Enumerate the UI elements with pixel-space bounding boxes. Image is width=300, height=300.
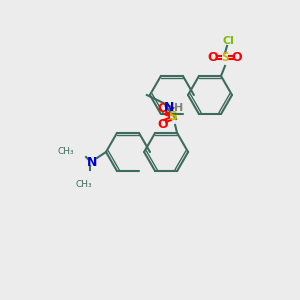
Text: H: H [174,103,183,113]
Text: CH₃: CH₃ [76,180,92,189]
Text: O: O [208,51,218,64]
Text: N: N [164,101,175,115]
Text: O: O [158,118,168,131]
Text: S: S [221,51,229,64]
Text: CH₃: CH₃ [57,148,74,157]
Text: O: O [158,102,168,116]
Text: Cl: Cl [222,36,234,46]
Text: O: O [232,51,242,64]
Text: S: S [169,110,178,123]
Text: N: N [87,155,97,169]
